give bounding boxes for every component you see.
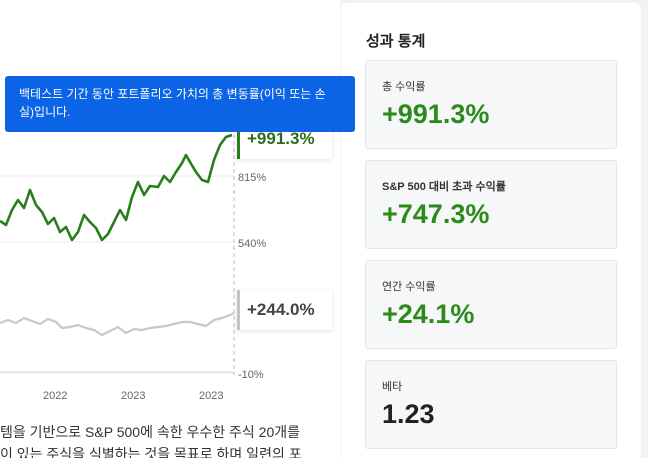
- tooltip-line-1: 백테스트 기간 동안 포트폴리오 가치의 총 변동률(이익 또는 손: [19, 87, 326, 101]
- stat-value-annual-return: +24.1%: [382, 299, 475, 329]
- y-axis-label-neg10: -10%: [238, 369, 264, 381]
- chart-svg: 815% 540% -10% 2022 2023 2023: [0, 120, 266, 402]
- stat-card-excess-return[interactable]: S&P 500 대비 초과 수익률 +747.3%: [365, 160, 617, 249]
- stat-label-total-return: 총 수익률: [382, 81, 426, 93]
- strategy-description: 템을 기반으로 S&P 500에 속한 우수한 주식 20개를 이 있는 주식을…: [0, 421, 330, 458]
- panel-title: 성과 통계: [366, 33, 426, 50]
- y-axis-label-815: 815%: [238, 172, 266, 184]
- stat-card-total-return[interactable]: 총 수익률 +991.3%: [365, 60, 617, 149]
- performance-stats-panel: 성과 통계 총 수익률 +991.3% S&P 500 대비 초과 수익률 +7…: [341, 3, 641, 458]
- stat-card-beta[interactable]: 베타 1.23: [365, 360, 617, 449]
- chart-area: 815% 540% -10% 2022 2023 2023 +991.3% +2…: [0, 0, 340, 458]
- description-line-2: 이 있는 주식을 식별하는 것을 목표로 하며 일련의 포: [0, 446, 302, 458]
- stat-label-excess-return: S&P 500 대비 초과 수익률: [382, 181, 506, 193]
- strategy-color-bar: [237, 119, 240, 159]
- tooltip-line-2: 실)입니다.: [19, 105, 71, 119]
- stat-value-total-return: +991.3%: [382, 99, 490, 129]
- stat-value-beta: 1.23: [382, 399, 435, 429]
- benchmark-end-value-label: +244.0%: [237, 290, 332, 330]
- x-axis-label-2023b: 2023: [199, 390, 223, 402]
- x-axis-label-2023a: 2023: [121, 390, 145, 402]
- stat-card-annual-return[interactable]: 연간 수익률 +24.1%: [365, 260, 617, 349]
- y-axis-label-540: 540%: [238, 238, 266, 250]
- stat-label-annual-return: 연간 수익률: [382, 281, 436, 293]
- x-axis-label-2022: 2022: [43, 390, 67, 402]
- strategy-end-value: +991.3%: [247, 129, 315, 148]
- description-line-1: 템을 기반으로 S&P 500에 속한 우수한 주식 20개를: [0, 424, 300, 440]
- stat-value-excess-return: +747.3%: [382, 199, 490, 229]
- total-return-tooltip: 백테스트 기간 동안 포트폴리오 가치의 총 변동률(이익 또는 손 실)입니다…: [5, 76, 355, 132]
- benchmark-line: [0, 312, 235, 337]
- benchmark-end-value: +244.0%: [247, 300, 315, 319]
- performance-chart: 815% 540% -10% 2022 2023 2023 +991.3% +2…: [0, 0, 340, 410]
- stat-label-beta: 베타: [382, 381, 403, 393]
- benchmark-color-bar: [237, 290, 240, 330]
- strategy-line: [0, 133, 233, 242]
